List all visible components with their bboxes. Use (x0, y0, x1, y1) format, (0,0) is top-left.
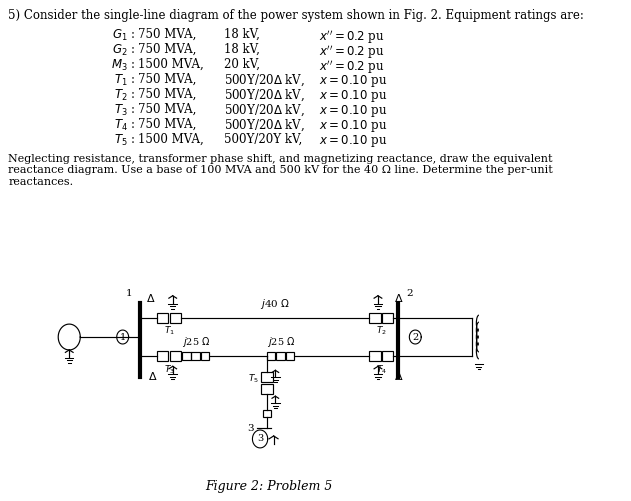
Text: 500Y/20$\Delta$ kV,: 500Y/20$\Delta$ kV, (225, 103, 305, 118)
Text: 750 MVA,: 750 MVA, (138, 28, 196, 41)
Bar (261, 384, 273, 394)
Bar (182, 352, 191, 360)
Text: 750 MVA,: 750 MVA, (138, 73, 196, 86)
Bar (158, 313, 168, 323)
Text: $G_2$ :: $G_2$ : (112, 43, 136, 58)
Text: 500Y/20$\Delta$ kV,: 500Y/20$\Delta$ kV, (225, 73, 305, 89)
Text: $j$25 $\Omega$: $j$25 $\Omega$ (267, 336, 295, 350)
Text: $T_3$ :: $T_3$ : (114, 103, 136, 118)
Text: $T_5$ :: $T_5$ : (114, 133, 136, 148)
Bar (158, 351, 168, 361)
Text: 1500 MVA,: 1500 MVA, (138, 58, 204, 71)
Text: 3: 3 (257, 434, 263, 443)
Bar (267, 352, 275, 360)
Bar (261, 372, 273, 382)
Bar (370, 313, 380, 323)
Bar (285, 352, 294, 360)
Text: 18 kV,: 18 kV, (225, 43, 261, 56)
Text: $j$25 $\Omega$: $j$25 $\Omega$ (182, 336, 211, 350)
Text: 2: 2 (412, 333, 418, 342)
Text: $T_4$: $T_4$ (376, 363, 387, 376)
Bar (276, 352, 285, 360)
Bar (201, 352, 209, 360)
Text: $x = 0.10$ pu: $x = 0.10$ pu (319, 133, 387, 149)
Text: Figure 2: Problem 5: Figure 2: Problem 5 (205, 479, 333, 492)
Text: $x = 0.10$ pu: $x = 0.10$ pu (319, 118, 387, 134)
Bar (170, 313, 181, 323)
Text: $\Delta$: $\Delta$ (394, 292, 403, 304)
Text: 2: 2 (406, 289, 413, 298)
Text: $T_2$ :: $T_2$ : (114, 88, 136, 103)
Bar (370, 351, 380, 361)
Text: $T_3$: $T_3$ (164, 363, 175, 376)
Text: $x = 0.10$ pu: $x = 0.10$ pu (319, 103, 387, 119)
Text: Neglecting resistance, transformer phase shift, and magnetizing reactance, draw : Neglecting resistance, transformer phase… (8, 153, 553, 163)
Text: reactances.: reactances. (8, 177, 73, 187)
Bar (170, 351, 181, 361)
Text: $x'' = 0.2$ pu: $x'' = 0.2$ pu (319, 58, 385, 76)
Text: $x = 0.10$ pu: $x = 0.10$ pu (319, 73, 387, 89)
Text: 18 kV,: 18 kV, (225, 28, 261, 41)
Text: 500Y/20$\Delta$ kV,: 500Y/20$\Delta$ kV, (225, 118, 305, 133)
Text: 1500 MVA,: 1500 MVA, (138, 133, 204, 146)
Text: 500Y/20Y kV,: 500Y/20Y kV, (225, 133, 303, 146)
Text: $x'' = 0.2$ pu: $x'' = 0.2$ pu (319, 43, 385, 61)
Bar (382, 313, 393, 323)
Text: 750 MVA,: 750 MVA, (138, 88, 196, 101)
Text: 750 MVA,: 750 MVA, (138, 118, 196, 131)
Text: $T_5$: $T_5$ (248, 372, 259, 385)
Text: $x'' = 0.2$ pu: $x'' = 0.2$ pu (319, 28, 385, 46)
Text: 3: 3 (247, 423, 254, 432)
Bar (262, 410, 271, 417)
Text: 1: 1 (119, 333, 126, 342)
Text: $x = 0.10$ pu: $x = 0.10$ pu (319, 88, 387, 104)
Text: $j$40 $\Omega$: $j$40 $\Omega$ (261, 297, 290, 311)
Text: reactance diagram. Use a base of 100 MVA and 500 kV for the 40 Ω line. Determine: reactance diagram. Use a base of 100 MVA… (8, 165, 553, 175)
Text: $M_3$ :: $M_3$ : (111, 58, 136, 73)
Text: $G_1$ :: $G_1$ : (112, 28, 136, 44)
Text: $\Delta$: $\Delta$ (394, 370, 403, 382)
Text: 750 MVA,: 750 MVA, (138, 103, 196, 116)
Text: 1: 1 (126, 289, 132, 298)
Text: 20 kV,: 20 kV, (225, 58, 261, 71)
Text: 5) Consider the single-line diagram of the power system shown in Fig. 2. Equipme: 5) Consider the single-line diagram of t… (8, 10, 584, 23)
Text: $T_1$: $T_1$ (164, 325, 175, 337)
Bar (382, 351, 393, 361)
Text: $T_2$: $T_2$ (376, 325, 387, 337)
Text: 750 MVA,: 750 MVA, (138, 43, 196, 56)
Bar (191, 352, 200, 360)
Text: $\Delta$: $\Delta$ (146, 292, 155, 304)
Text: 500Y/20$\Delta$ kV,: 500Y/20$\Delta$ kV, (225, 88, 305, 103)
Text: $T_1$ :: $T_1$ : (114, 73, 136, 88)
Text: $\Delta$: $\Delta$ (148, 370, 157, 382)
Text: $T_4$ :: $T_4$ : (114, 118, 136, 133)
